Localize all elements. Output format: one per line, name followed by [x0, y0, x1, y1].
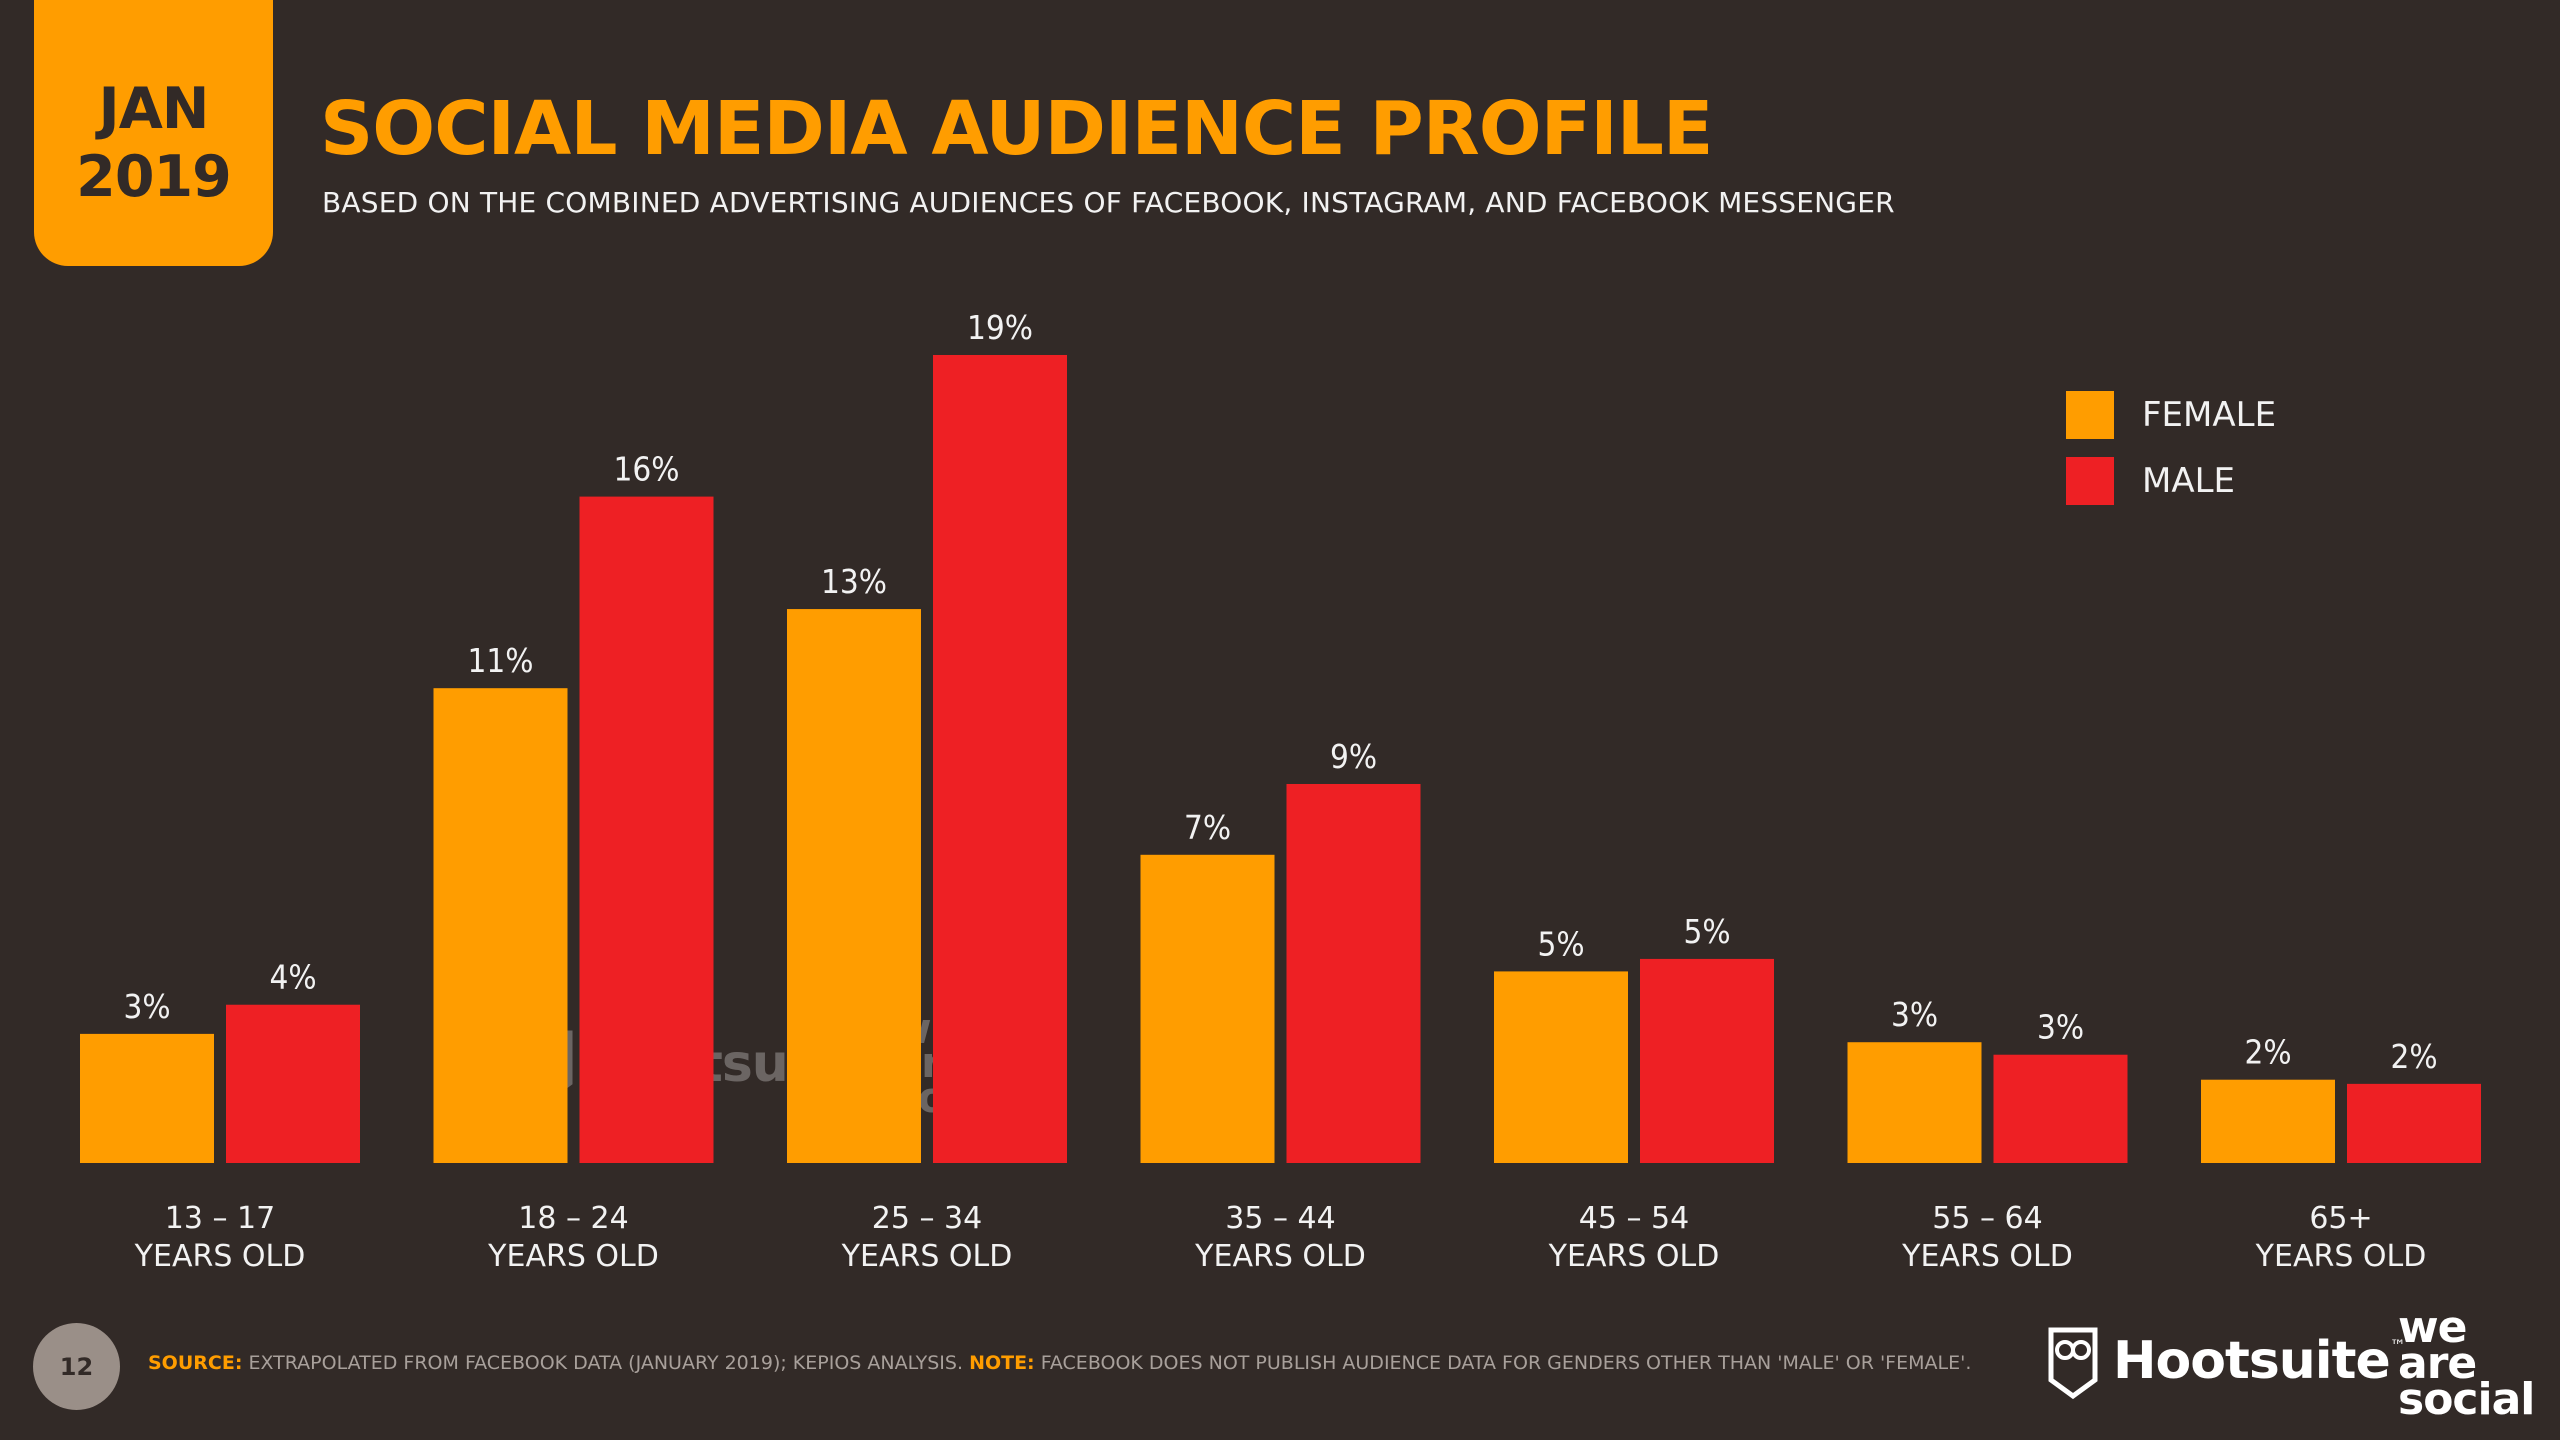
source-label: SOURCE: [148, 1352, 243, 1374]
was-line1: we [2398, 1302, 2468, 1353]
data-label-male-2: 19% [967, 308, 1033, 347]
data-label-male-3: 9% [1330, 737, 1377, 776]
data-label-male-0: 4% [269, 958, 316, 997]
bar-male-1 [579, 496, 714, 1164]
was-line2: are [2398, 1338, 2477, 1390]
data-label-female-2: 13% [821, 562, 887, 601]
data-label-female-5: 3% [1891, 995, 1938, 1034]
bar-female-3 [1140, 854, 1275, 1163]
bar-female-5 [1847, 1042, 1982, 1163]
bar-female-0 [80, 1033, 214, 1163]
bar-male-5 [1993, 1054, 2128, 1163]
legend-item-male: MALE [2066, 448, 2276, 514]
x-tick-label-6-line2: YEARS OLD [2255, 1239, 2427, 1274]
bar-male-3 [1286, 783, 1421, 1163]
x-tick-label-3-line1: 35 – 44 [1225, 1201, 1335, 1236]
was-line3: social [2398, 1374, 2535, 1426]
bar-male-2 [933, 354, 1067, 1163]
data-label-female-0: 3% [123, 987, 170, 1026]
data-label-male-5: 3% [2037, 1008, 2084, 1047]
x-tick-label-2-line1: 25 – 34 [872, 1201, 982, 1236]
date-month: JAN [98, 75, 209, 142]
source-note: SOURCE: EXTRAPOLATED FROM FACEBOOK DATA … [148, 1352, 1971, 1374]
data-label-male-1: 16% [614, 450, 680, 489]
legend-item-female: FEMALE [2066, 382, 2276, 448]
data-label-female-1: 11% [468, 641, 534, 680]
x-tick-label-1-line1: 18 – 24 [518, 1201, 628, 1236]
x-tick-label-4-line1: 45 – 54 [1579, 1201, 1689, 1236]
note-label: NOTE: [969, 1352, 1035, 1374]
x-tick-label-4-line2: YEARS OLD [1548, 1239, 1720, 1274]
data-label-male-6: 2% [2390, 1037, 2437, 1076]
date-year: 2019 [76, 144, 232, 210]
x-tick-label-0-line2: YEARS OLD [134, 1239, 306, 1274]
legend-swatch-female [2066, 391, 2114, 439]
x-tick-label-2-line2: YEARS OLD [841, 1239, 1013, 1274]
bar-female-1 [433, 688, 568, 1163]
x-tick-label-6-line1: 65+ [2309, 1201, 2372, 1236]
page-title: SOCIAL MEDIA AUDIENCE PROFILE [320, 86, 1713, 172]
bar-male-6 [2347, 1083, 2481, 1163]
hootsuite-tm: ™ [2389, 1336, 2406, 1355]
bar-female-2 [787, 609, 921, 1163]
x-tick-label-1-line2: YEARS OLD [487, 1239, 659, 1274]
bar-male-4 [1640, 958, 1774, 1163]
x-tick-label-0-line1: 13 – 17 [165, 1201, 275, 1236]
date-badge: JAN 2019 [34, 0, 273, 266]
bar-female-4 [1494, 971, 1628, 1163]
owl-icon [2048, 1327, 2098, 1400]
data-label-male-4: 5% [1683, 912, 1730, 951]
page-number-badge: 12 [33, 1323, 120, 1410]
we-are-social-logo: we are social [2398, 1302, 2535, 1426]
hootsuite-wordmark: Hootsuite [2113, 1331, 2391, 1391]
data-label-female-6: 2% [2244, 1033, 2291, 1072]
bar-male-0 [226, 1004, 360, 1163]
note-text: FACEBOOK DOES NOT PUBLISH AUDIENCE DATA … [1034, 1352, 1972, 1374]
chart-legend: FEMALE MALE [2066, 382, 2276, 514]
x-tick-label-5-line2: YEARS OLD [1901, 1239, 2073, 1274]
data-label-female-3: 7% [1184, 808, 1231, 847]
x-tick-label-5-line1: 55 – 64 [1932, 1201, 2042, 1236]
data-label-female-4: 5% [1537, 924, 1584, 963]
legend-swatch-male [2066, 457, 2114, 505]
legend-label-female: FEMALE [2142, 395, 2277, 435]
x-tick-label-3-line2: YEARS OLD [1194, 1239, 1366, 1274]
page-subtitle: BASED ON THE COMBINED ADVERTISING AUDIEN… [322, 186, 1895, 219]
bar-female-6 [2201, 1079, 2335, 1163]
source-text: EXTRAPOLATED FROM FACEBOOK DATA (JANUARY… [242, 1352, 970, 1374]
hootsuite-logo: Hootsuite ™ [2045, 1322, 2406, 1400]
legend-label-male: MALE [2142, 461, 2236, 501]
